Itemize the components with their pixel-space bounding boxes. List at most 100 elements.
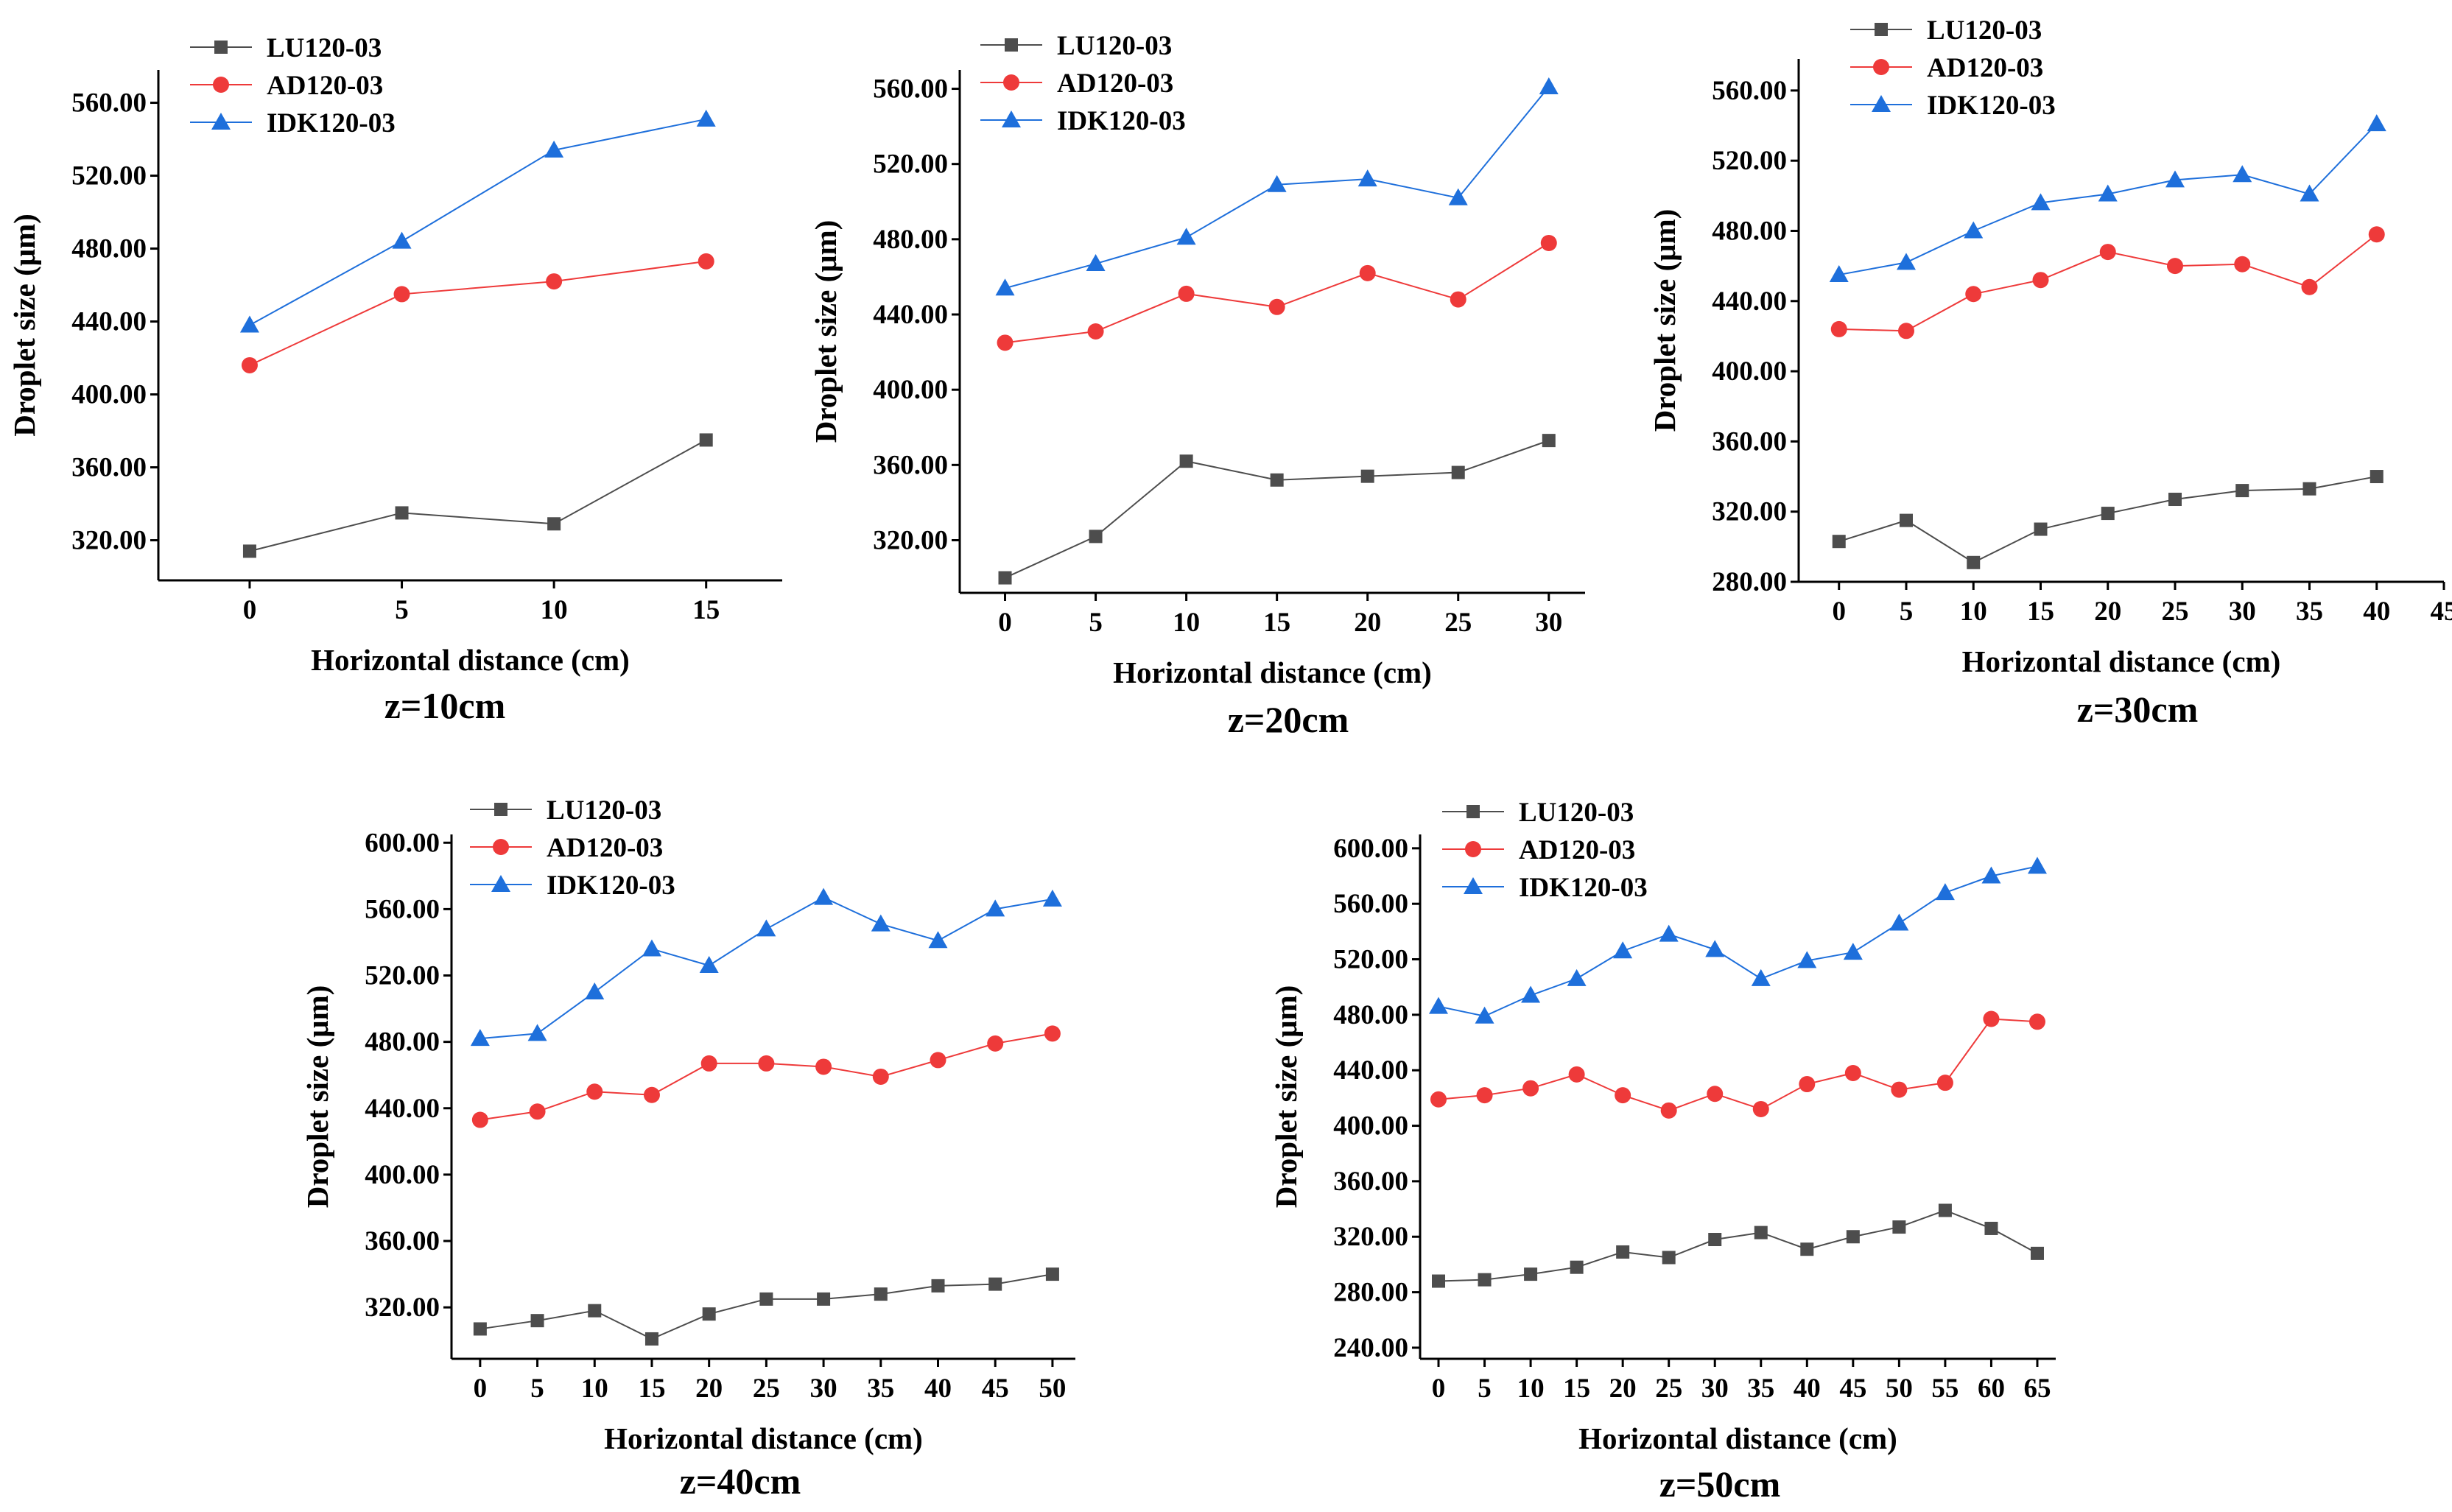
data-point [644, 1332, 658, 1346]
legend-label: IDK120-03 [267, 108, 396, 138]
data-point [1360, 469, 1374, 483]
series-IDK120-03 [470, 887, 1062, 1047]
x-tick-label: 15 [2027, 597, 2054, 627]
data-point [1752, 1100, 1769, 1117]
series-IDK120-03 [1429, 857, 2047, 1024]
data-point [1270, 473, 1284, 487]
x-tick-label: 15 [692, 595, 720, 625]
panel-5: 240.00 280.00 320.00 360.00 400.00 440.00 480.… [1269, 798, 2056, 1505]
y-tick-label: 480.00 [71, 234, 147, 264]
data-point [1964, 221, 1984, 239]
data-point [1570, 1260, 1584, 1274]
y-tick-label: 400.00 [873, 375, 948, 405]
data-point [1045, 1267, 1059, 1281]
series-IDK120-03 [239, 109, 716, 333]
y-tick-label: 480.00 [1333, 1000, 1408, 1030]
data-point [1448, 188, 1468, 205]
data-point [1984, 1221, 1998, 1235]
data-point [2301, 278, 2318, 295]
data-point [470, 1029, 490, 1047]
data-point [1176, 228, 1196, 245]
data-point [530, 1314, 544, 1328]
data-point [1089, 530, 1103, 544]
series-line [249, 118, 706, 326]
y-tick-label: 520.00 [1333, 945, 1408, 975]
panel-caption: z=10cm [384, 685, 506, 726]
y-tick-label: 280.00 [1333, 1278, 1408, 1308]
y-tick-label: 440.00 [1333, 1055, 1408, 1086]
series-AD120-03 [1830, 226, 2385, 340]
legend-marker [491, 875, 510, 892]
series-line [479, 896, 1053, 1040]
y-tick-label: 520.00 [71, 161, 147, 191]
y-tick-label: 320.00 [1333, 1222, 1408, 1252]
y-tick-label: 240.00 [1333, 1333, 1408, 1363]
x-tick-label: 30 [1535, 608, 1562, 638]
data-point [814, 887, 834, 905]
y-axis-title: Droplet size (μm) [1269, 985, 1303, 1209]
x-axis-title: Horizontal distance (cm) [311, 643, 630, 677]
data-point [928, 931, 948, 949]
data-point [698, 253, 714, 270]
x-axis-title: Horizontal distance (cm) [1578, 1421, 1897, 1455]
y-axis-title: Droplet size (μm) [7, 214, 41, 437]
y-tick-label: 400.00 [365, 1160, 440, 1190]
data-point [1707, 1086, 1724, 1103]
data-point [1891, 1081, 1908, 1098]
data-point [696, 109, 716, 127]
x-tick-label: 30 [1701, 1374, 1729, 1404]
x-tick-label: 50 [1039, 1374, 1066, 1404]
data-point [700, 1055, 717, 1072]
data-point [702, 1307, 716, 1321]
data-point [987, 1035, 1004, 1052]
x-tick-label: 10 [1517, 1374, 1545, 1404]
x-tick-label: 40 [2363, 597, 2390, 627]
legend: LU120-03 AD120-03 IDK120-03 [980, 31, 1186, 136]
legend-label: IDK120-03 [1927, 91, 2056, 121]
x-axis-title: Horizontal distance (cm) [604, 1421, 923, 1455]
data-point [2234, 256, 2251, 272]
data-point [2101, 507, 2115, 521]
y-tick-label: 440.00 [873, 300, 948, 330]
data-point [699, 956, 719, 973]
data-point [758, 1055, 775, 1072]
data-point [1267, 175, 1287, 192]
data-point [1042, 889, 1062, 907]
x-tick-label: 45 [2431, 597, 2452, 627]
data-point [988, 1277, 1002, 1291]
data-point [1965, 286, 1982, 303]
series-line [249, 439, 707, 552]
legend-marker [494, 803, 507, 816]
series-LU120-03 [998, 434, 1556, 585]
data-point [1542, 434, 1556, 448]
data-point [1179, 454, 1193, 468]
data-point [1268, 298, 1285, 315]
y-tick-label: 400.00 [1712, 356, 1787, 387]
data-point [1522, 1080, 1539, 1097]
legend-label: IDK120-03 [1057, 106, 1186, 136]
data-point [1754, 1226, 1768, 1240]
y-tick-label: 440.00 [1712, 286, 1787, 317]
y-tick-label: 360.00 [1712, 426, 1787, 457]
y-tick-label: 440.00 [365, 1094, 440, 1124]
legend: LU120-03 AD120-03 IDK120-03 [470, 795, 675, 901]
data-point [1478, 1273, 1492, 1287]
data-point [871, 914, 890, 932]
data-point [1451, 465, 1465, 479]
data-point [547, 517, 561, 531]
data-point [1751, 968, 1771, 986]
x-tick-label: 35 [2296, 597, 2323, 627]
y-tick-label: 480.00 [365, 1027, 440, 1058]
series-LU120-03 [1432, 1203, 2044, 1288]
data-point [393, 286, 410, 303]
panel-caption: z=50cm [1659, 1463, 1781, 1505]
legend: LU120-03 AD120-03 IDK120-03 [1442, 798, 1648, 903]
y-tick-label: 560.00 [71, 88, 147, 119]
x-tick-label: 0 [1432, 1374, 1446, 1404]
data-point [588, 1304, 602, 1318]
x-tick-label: 45 [1839, 1374, 1866, 1404]
data-point [1662, 1251, 1676, 1265]
legend: LU120-03 AD120-03 IDK120-03 [1850, 15, 2056, 121]
y-tick-label: 600.00 [1333, 834, 1408, 864]
x-tick-label: 25 [1444, 608, 1472, 638]
